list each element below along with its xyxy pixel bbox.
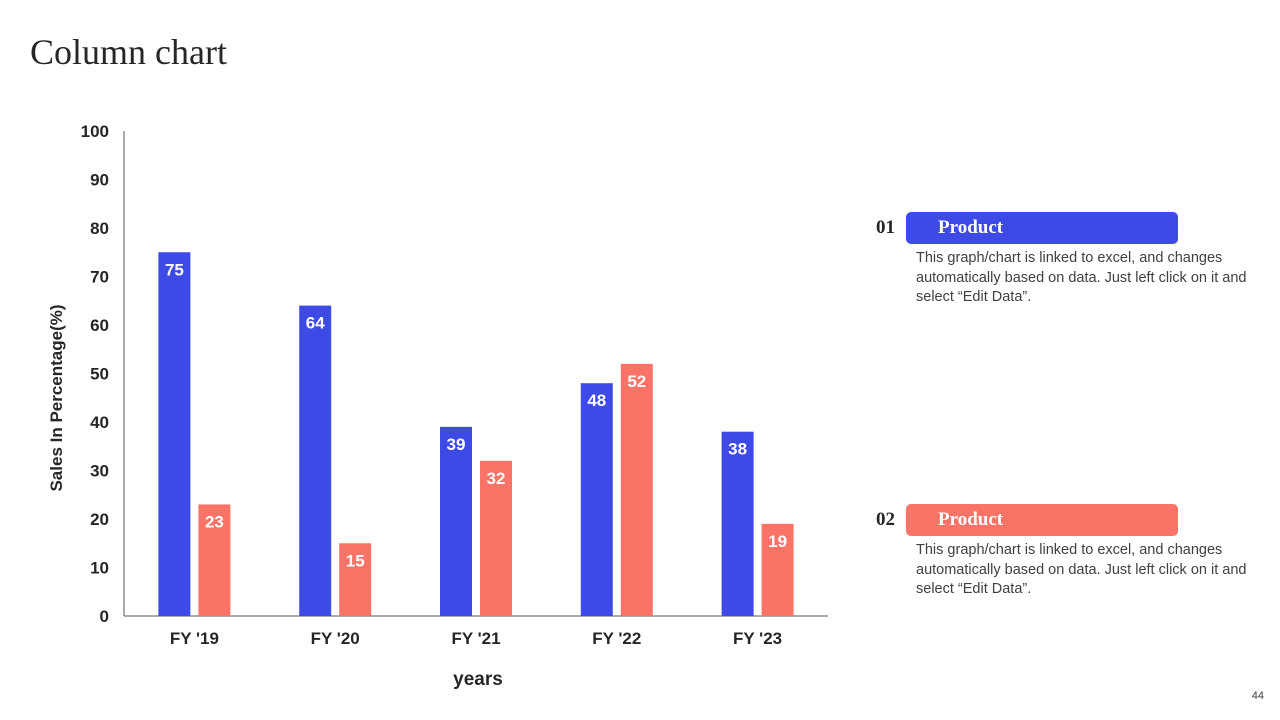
data-label: 52 — [627, 372, 646, 391]
y-tick-label: 80 — [90, 219, 109, 238]
x-axis-title: years — [453, 669, 503, 690]
bar-series-2 — [480, 460, 512, 616]
legend-label-1: Product — [938, 217, 1004, 238]
slide-title: Column chart — [30, 32, 227, 72]
legend-description-1: This graph/chart is linked to excel, and… — [916, 250, 1247, 305]
legend-description-2: This graph/chart is linked to excel, and… — [916, 542, 1247, 597]
bar-series-1 — [440, 426, 472, 616]
data-label: 15 — [346, 551, 365, 570]
bar-series-2 — [339, 543, 372, 616]
bar-series-1 — [299, 305, 332, 616]
x-tick-label: FY '22 — [592, 629, 641, 648]
data-label: 75 — [165, 260, 184, 279]
y-tick-label: 20 — [90, 510, 109, 529]
data-label: 19 — [768, 532, 787, 551]
x-tick-label: FY '23 — [733, 629, 782, 648]
y-tick-label: 50 — [90, 365, 109, 384]
y-tick-label: 10 — [90, 559, 109, 578]
x-tick-label: FY '19 — [170, 629, 219, 648]
y-tick-label: 90 — [90, 171, 109, 190]
legend-number-1: 01 — [876, 217, 895, 238]
bar-series-1 — [721, 431, 754, 616]
y-tick-label: 40 — [90, 413, 109, 432]
data-label: 64 — [306, 314, 325, 333]
bar-series-2 — [761, 523, 794, 616]
y-tick-label: 0 — [100, 607, 109, 626]
y-tick-label: 60 — [90, 316, 109, 335]
bar-series-2 — [198, 504, 231, 616]
y-tick-label: 100 — [81, 122, 109, 141]
data-label: 38 — [728, 440, 747, 459]
legend-pill-2: Product — [906, 504, 1178, 536]
x-tick-label: FY '20 — [311, 629, 360, 648]
bar-series-1 — [158, 252, 191, 616]
data-label: 32 — [487, 469, 506, 488]
data-label: 48 — [587, 391, 606, 410]
bar-series-2 — [620, 363, 653, 616]
bar-series-1 — [580, 383, 613, 616]
y-tick-label: 30 — [90, 462, 109, 481]
y-tick-label: 70 — [90, 268, 109, 287]
x-tick-label: FY '21 — [451, 629, 500, 648]
legend-label-2: Product — [938, 509, 1004, 530]
data-label: 39 — [447, 435, 466, 454]
page-number: 44 — [1251, 690, 1264, 702]
data-label: 23 — [205, 512, 224, 531]
y-axis-title: Sales In Percentage(%) — [47, 304, 66, 491]
legend-pill-1: Product — [906, 212, 1178, 244]
legend-number-2: 02 — [876, 509, 895, 530]
